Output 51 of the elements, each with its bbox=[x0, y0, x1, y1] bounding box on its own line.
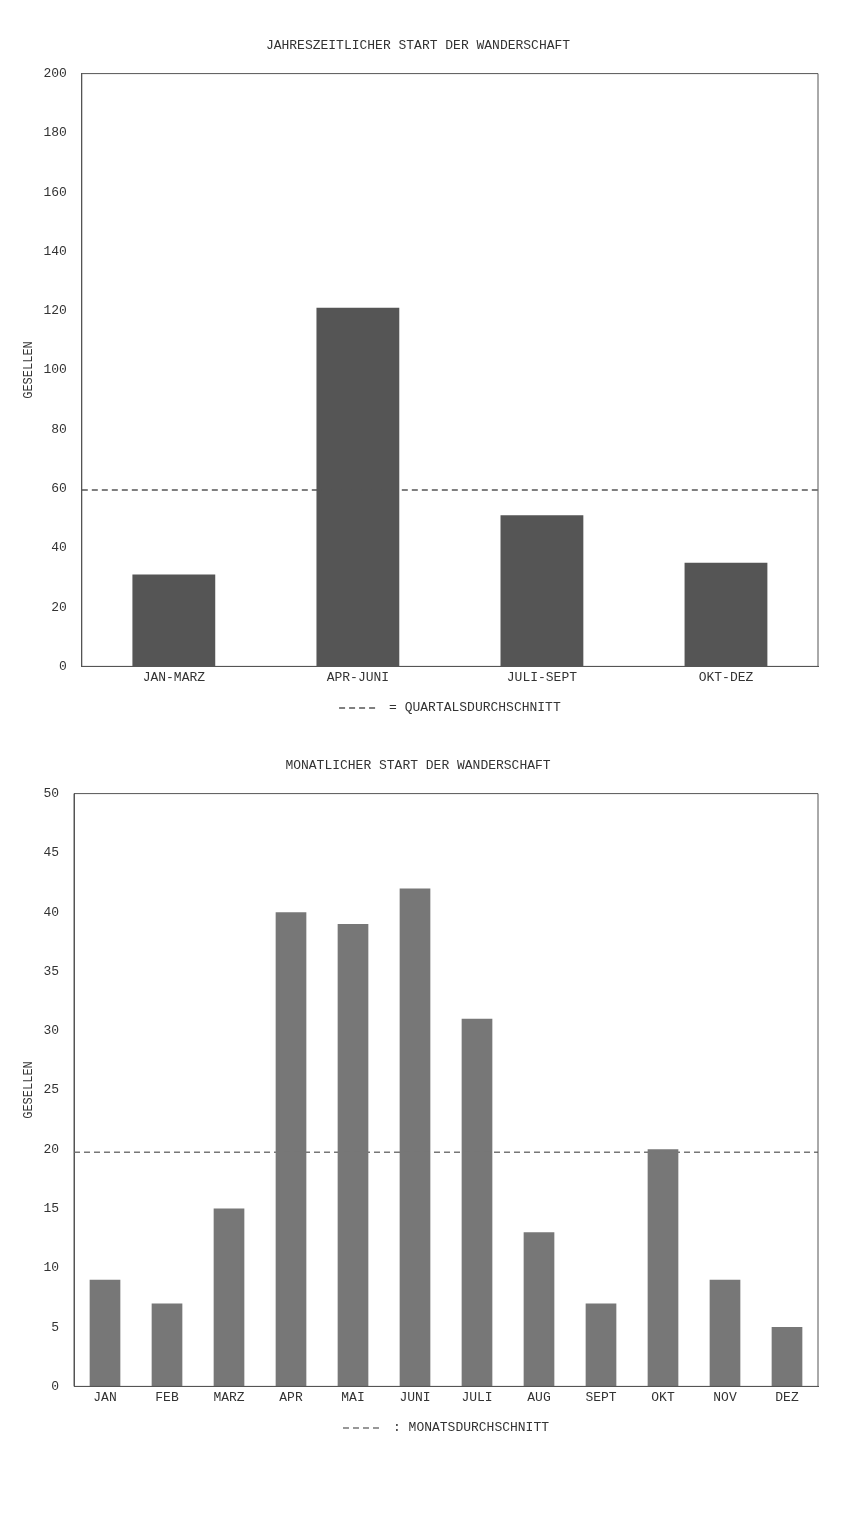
y-tick-label: 15 bbox=[43, 1201, 59, 1216]
x-tick-label: SEPT bbox=[585, 1389, 617, 1405]
x-tick-label: AUG bbox=[527, 1389, 551, 1405]
y-tick-label: 60 bbox=[51, 481, 67, 496]
x-tick-label: MAI bbox=[341, 1389, 365, 1405]
bar bbox=[89, 1279, 121, 1387]
y-tick-label: 40 bbox=[43, 904, 59, 920]
chart-title: JAHRESZEITLICHER START DER WANDERSCHAFT bbox=[265, 38, 571, 54]
y-tick-label: 0 bbox=[51, 1378, 59, 1394]
x-tick-label: MARZ bbox=[213, 1389, 245, 1405]
y-tick-label: 80 bbox=[51, 421, 67, 437]
y-tick-label: 100 bbox=[43, 362, 67, 378]
y-tick-label: 40 bbox=[51, 540, 67, 556]
y-tick-label: 180 bbox=[43, 125, 67, 141]
y-axis-title: GESELLEN bbox=[22, 1061, 37, 1119]
x-tick-label: JAN-MARZ bbox=[142, 669, 206, 685]
x-tick-label: APR-JUNI bbox=[326, 669, 390, 685]
y-tick-label: 120 bbox=[43, 303, 67, 319]
x-tick-label: NOV bbox=[713, 1389, 737, 1405]
x-tick-label: OKT-DEZ bbox=[698, 669, 754, 685]
legend-label: = QUARTALSDURCHSCHNITT bbox=[389, 700, 561, 716]
bar bbox=[585, 1303, 617, 1387]
bar bbox=[151, 1303, 183, 1387]
x-tick-label: JULI bbox=[461, 1389, 493, 1405]
y-tick-label: 45 bbox=[43, 845, 59, 861]
y-tick-label: 20 bbox=[43, 1141, 59, 1157]
bar bbox=[213, 1208, 245, 1387]
y-tick-label: 10 bbox=[43, 1260, 59, 1276]
y-tick-label: 160 bbox=[43, 184, 67, 200]
y-tick-label: 50 bbox=[43, 786, 59, 802]
y-tick-label: 35 bbox=[43, 963, 59, 979]
y-tick-label: 30 bbox=[43, 1023, 59, 1039]
x-tick-label: DEZ bbox=[775, 1389, 799, 1405]
chart-title: MONATLICHER START DER WANDERSCHAFT bbox=[285, 758, 551, 774]
bar bbox=[771, 1327, 803, 1387]
x-tick-label: OKT bbox=[651, 1389, 675, 1405]
y-tick-label: 0 bbox=[58, 658, 67, 674]
y-tick-label: 20 bbox=[51, 599, 67, 615]
x-tick-label: JULI-SEPT bbox=[506, 669, 578, 685]
x-tick-label: FEB bbox=[155, 1389, 179, 1405]
y-tick-label: 25 bbox=[43, 1082, 59, 1098]
y-tick-label: 200 bbox=[43, 66, 67, 82]
x-tick-label: JUNI bbox=[399, 1389, 431, 1405]
x-tick-label: APR bbox=[279, 1389, 303, 1405]
y-tick-label: 140 bbox=[43, 243, 67, 259]
y-tick-label: 5 bbox=[51, 1319, 59, 1335]
y-axis-title: GESELLEN bbox=[22, 341, 37, 399]
bar bbox=[523, 1232, 555, 1387]
legend-label: : MONATSDURCHSCHNITT bbox=[392, 1420, 550, 1436]
bar bbox=[709, 1279, 741, 1387]
x-tick-label: JAN bbox=[93, 1389, 117, 1405]
